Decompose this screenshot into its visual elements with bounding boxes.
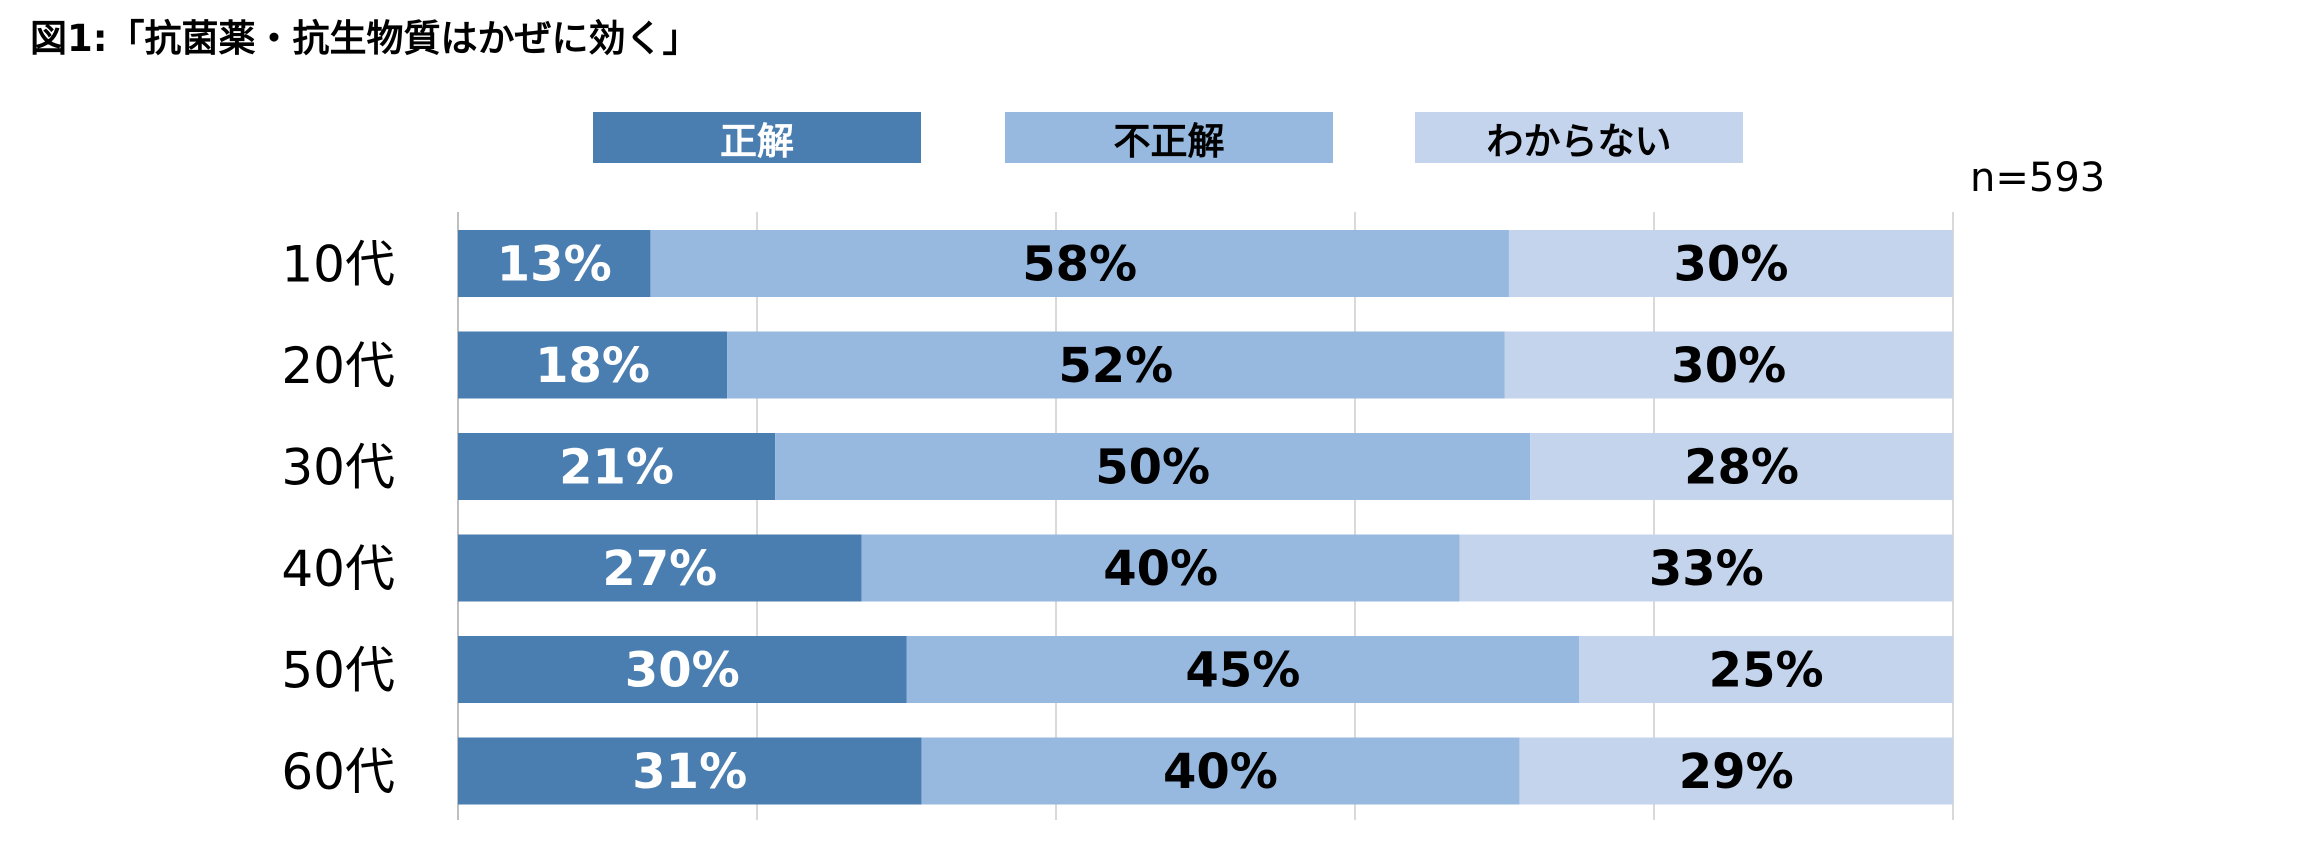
- data-label: 28%: [1684, 440, 1799, 496]
- bar-segment: [458, 534, 862, 602]
- data-label: 29%: [1679, 744, 1794, 800]
- bar-segment: [1459, 534, 1953, 602]
- data-label: 13%: [497, 237, 612, 293]
- bar-segment: [650, 230, 1509, 297]
- category-label: 50代: [281, 642, 395, 700]
- bar-segment: [727, 331, 1505, 399]
- bar-segment: [1579, 636, 1953, 703]
- category-label: 10代: [281, 236, 395, 294]
- data-label: 45%: [1185, 643, 1300, 699]
- bar-segment: [921, 737, 1520, 805]
- bar-segment: [775, 433, 1531, 500]
- bar-segment: [1504, 331, 1953, 399]
- data-label: 58%: [1022, 237, 1137, 293]
- bar-segment: [458, 636, 907, 703]
- category-label: 30代: [281, 439, 395, 497]
- bar-segment: [861, 534, 1460, 602]
- legend-item-incorrect: 不正解: [1005, 112, 1333, 163]
- legend-item-correct: 正解: [593, 112, 921, 163]
- data-label: 25%: [1709, 643, 1824, 699]
- data-label: 40%: [1103, 541, 1218, 597]
- category-label: 60代: [281, 743, 395, 801]
- category-label: 40代: [281, 540, 395, 598]
- data-label: 30%: [625, 643, 740, 699]
- bar-segment: [1508, 230, 1953, 297]
- data-label: 31%: [632, 744, 747, 800]
- bar-segment: [1530, 433, 1953, 500]
- bar-segment: [906, 636, 1580, 703]
- bar-segment: [458, 433, 776, 500]
- bar-segment: [458, 331, 728, 399]
- data-label: 18%: [535, 338, 650, 394]
- data-label: 50%: [1095, 440, 1210, 496]
- category-label: 20代: [281, 337, 395, 395]
- bar-segment: [1519, 737, 1953, 805]
- data-label: 33%: [1649, 541, 1764, 597]
- sample-size-note: n=593: [1970, 155, 2106, 201]
- chart-title: 図1:「抗菌薬・抗生物質はかぜに効く」: [30, 17, 700, 60]
- data-label: 27%: [602, 541, 717, 597]
- data-label: 21%: [559, 440, 674, 496]
- legend-item-unknown: わからない: [1415, 112, 1743, 163]
- bar-segment: [458, 737, 922, 805]
- data-label: 30%: [1674, 237, 1789, 293]
- data-label: 52%: [1058, 338, 1173, 394]
- data-label: 30%: [1671, 338, 1786, 394]
- bar-segment: [458, 230, 651, 297]
- data-label: 40%: [1163, 744, 1278, 800]
